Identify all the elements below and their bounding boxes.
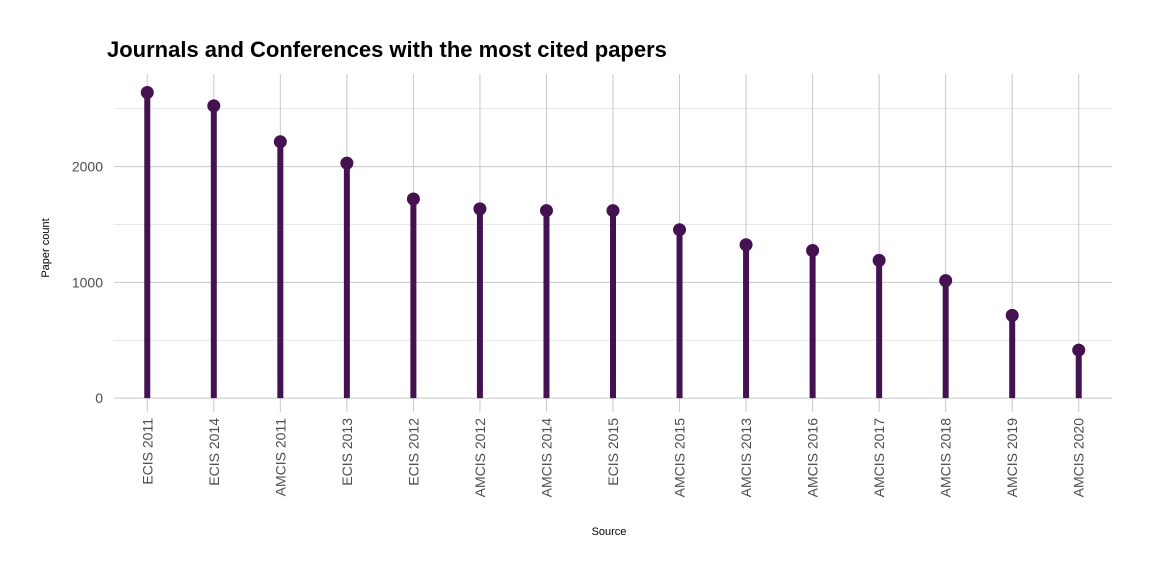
x-tick-label: ECIS 2015 <box>605 418 621 486</box>
y-tick-labels: 0 1000 2000 <box>72 159 103 407</box>
x-tick-label: AMCIS 2013 <box>738 418 754 498</box>
data-point <box>207 99 221 113</box>
data-point <box>539 204 553 218</box>
y-tick-label: 1000 <box>72 274 103 290</box>
x-tick-label: ECIS 2011 <box>139 418 155 485</box>
data-point <box>406 192 420 206</box>
data-point <box>939 274 953 288</box>
data-point <box>273 135 287 149</box>
x-tick-label: AMCIS 2012 <box>472 418 488 498</box>
x-tick-label: AMCIS 2019 <box>1004 418 1020 498</box>
x-axis-title: Source <box>592 526 627 538</box>
x-tick-label: ECIS 2012 <box>405 418 421 486</box>
data-point <box>806 244 820 258</box>
x-tick-label: AMCIS 2020 <box>1071 418 1087 498</box>
x-tick-label: AMCIS 2015 <box>672 418 688 498</box>
data-point <box>1005 308 1019 322</box>
x-tick-labels: ECIS 2011 ECIS 2014 AMCIS 2011 ECIS 2013 ECI… <box>139 418 1086 498</box>
data-point <box>473 202 487 216</box>
data-point <box>606 204 620 218</box>
chart-title: Journals and Conferences with the most c… <box>107 37 667 62</box>
data-point <box>673 223 687 237</box>
data-point <box>739 238 753 252</box>
lollipop-stems <box>144 92 1082 399</box>
data-point <box>1072 343 1086 357</box>
x-tick-label: AMCIS 2011 <box>272 418 288 497</box>
x-tick-label: AMCIS 2018 <box>938 418 954 498</box>
data-point <box>872 253 886 267</box>
y-axis-title: Paper count <box>40 218 52 277</box>
lollipop-points <box>140 86 1086 357</box>
x-tick-label: ECIS 2013 <box>339 418 355 486</box>
data-point <box>340 156 354 170</box>
x-tick-label: ECIS 2014 <box>206 418 222 486</box>
data-point <box>140 86 154 100</box>
y-tick-label: 2000 <box>72 159 103 175</box>
x-tick-label: AMCIS 2017 <box>871 418 887 498</box>
y-tick-label: 0 <box>95 390 103 406</box>
x-tick-label: AMCIS 2014 <box>538 418 554 498</box>
x-tick-label: AMCIS 2016 <box>805 418 821 498</box>
